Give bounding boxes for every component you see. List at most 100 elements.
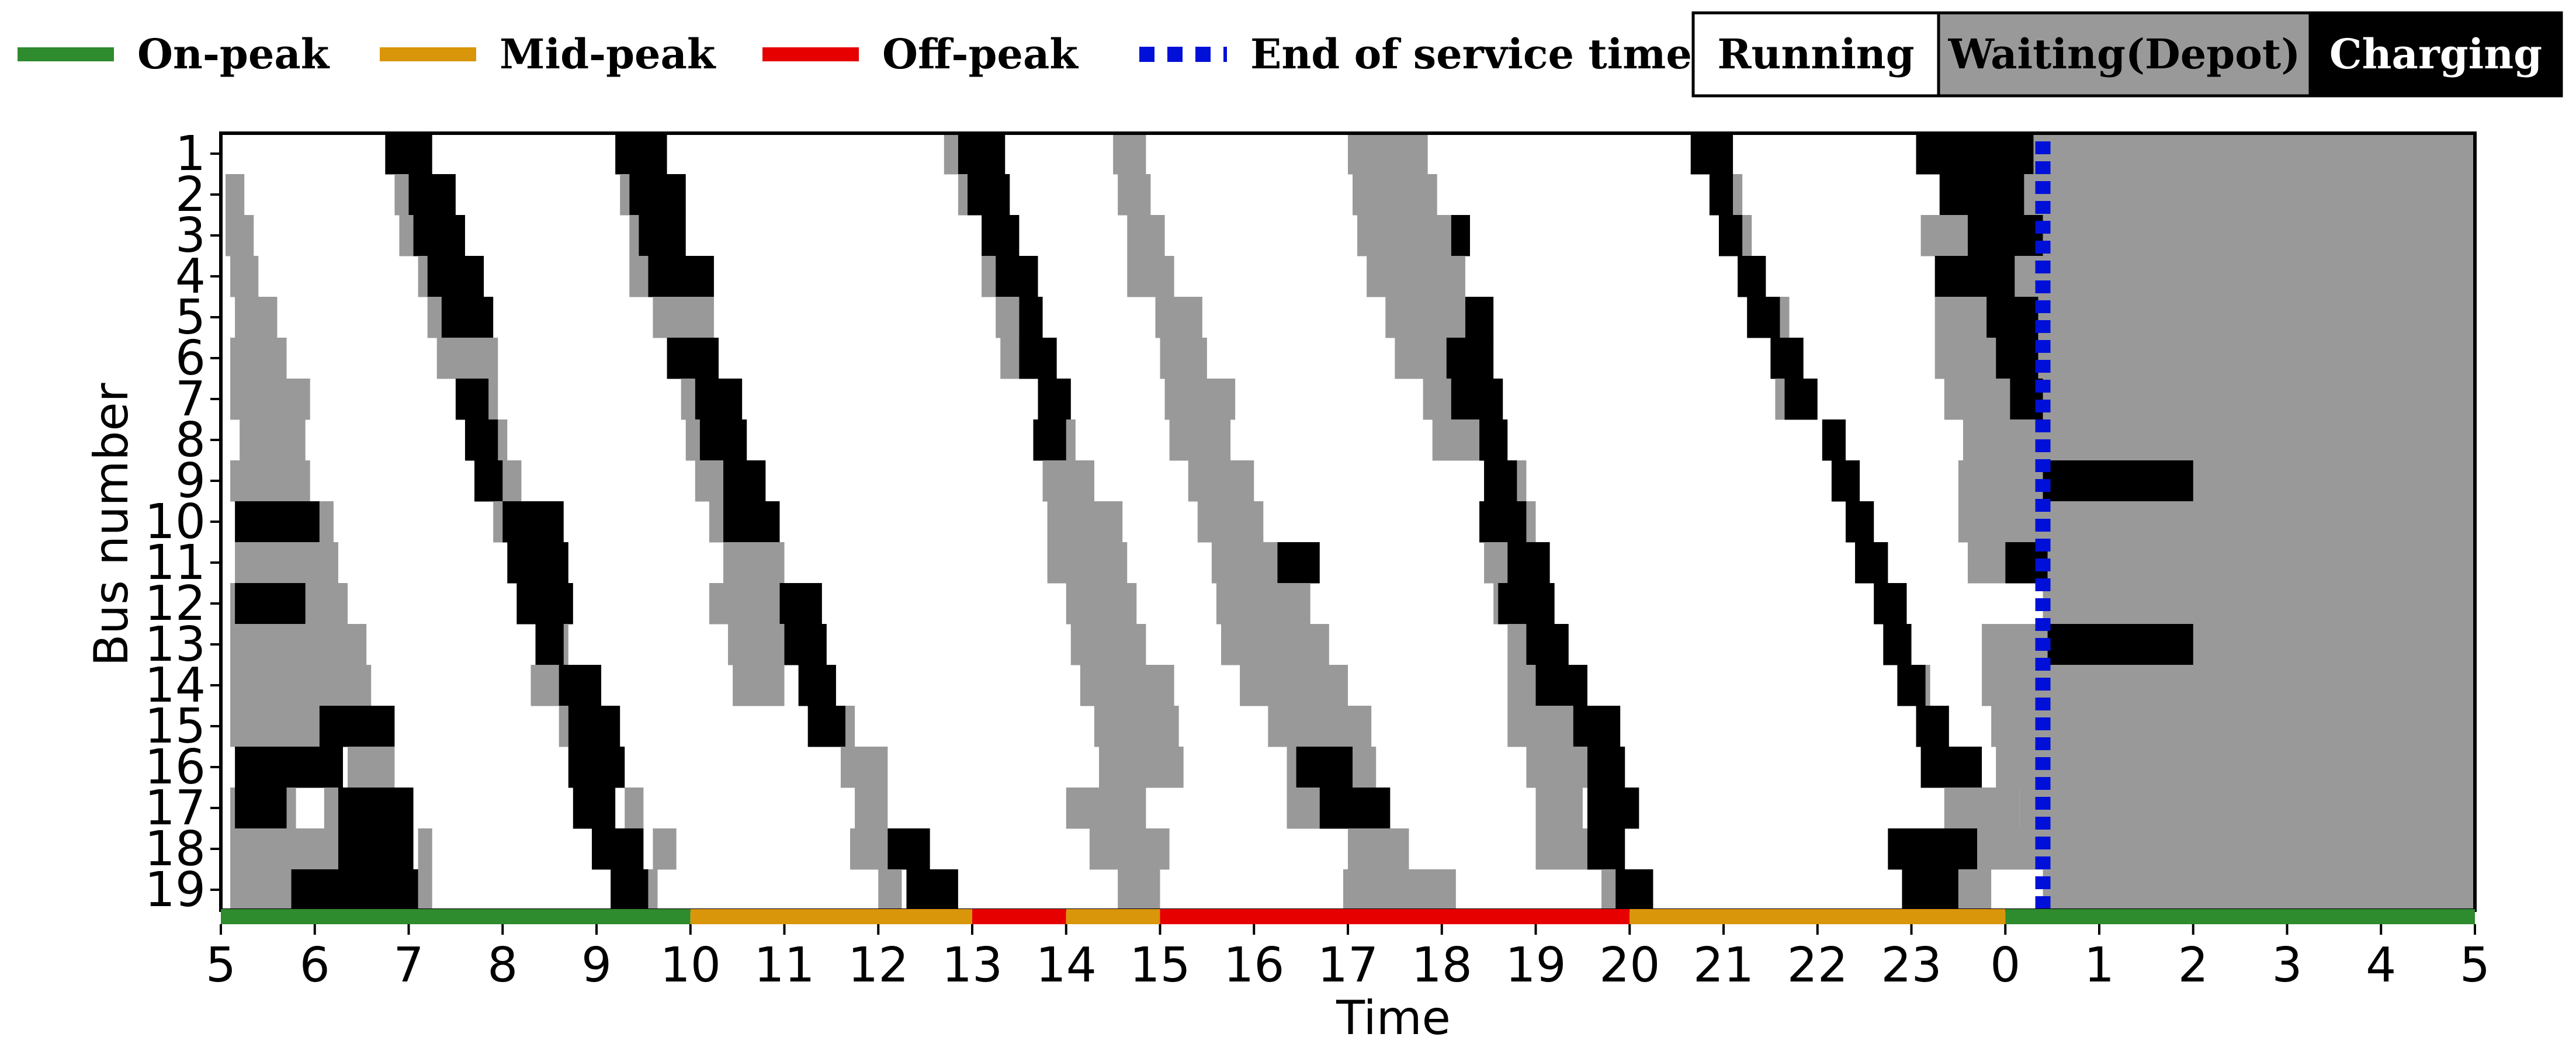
- legend-mid-peak-label: Mid-peak: [500, 30, 716, 78]
- charging-bar: [1874, 583, 1907, 625]
- x-tick-label: 14: [1036, 938, 1097, 993]
- y-tick-label: 1: [175, 126, 206, 182]
- waiting-bar: [230, 665, 372, 706]
- y-tick-label: 8: [175, 412, 206, 468]
- charging-bar: [235, 788, 287, 829]
- y-tick-label: 11: [145, 535, 206, 591]
- y-tick-label: 5: [175, 290, 206, 345]
- charging-bar: [798, 665, 836, 706]
- waiting-bar: [1099, 747, 1184, 788]
- waiting-bar: [324, 788, 338, 829]
- charging-bar: [1587, 828, 1625, 870]
- x-tick-label: 8: [487, 938, 518, 993]
- charging-bar: [615, 133, 667, 175]
- waiting-bar: [399, 215, 414, 256]
- legend-charging-box: [2308, 11, 2563, 98]
- charging-bar: [408, 174, 456, 216]
- waiting-bar: [559, 706, 568, 747]
- waiting-bar: [226, 215, 254, 256]
- waiting-bar: [394, 174, 409, 216]
- waiting-bar: [226, 174, 245, 216]
- charging-bar: [1451, 379, 1503, 420]
- charging-bar: [1526, 624, 1569, 665]
- charging-bar: [1916, 133, 2034, 175]
- charging-bar: [385, 133, 432, 175]
- charging-bar: [1831, 460, 1860, 502]
- waiting-bar: [709, 583, 780, 625]
- waiting-bar: [840, 747, 888, 788]
- legend-end-service-label: End of service time: [1250, 30, 1692, 78]
- waiting-bar: [1118, 869, 1160, 911]
- y-tick-label: 15: [145, 699, 206, 754]
- waiting-bar: [230, 869, 296, 911]
- charging-bar: [1690, 133, 1733, 175]
- x-tick-label: 7: [393, 938, 424, 993]
- charging-bar: [1484, 460, 1517, 502]
- waiting-bar: [1066, 788, 1146, 829]
- waiting-bar: [1733, 174, 1743, 216]
- y-tick-label: 2: [175, 167, 206, 223]
- waiting-bar: [240, 419, 306, 461]
- waiting-bar: [1991, 706, 2043, 747]
- charging-bar: [1939, 174, 2024, 216]
- waiting-bar: [2038, 297, 2475, 338]
- x-tick-label: 11: [754, 938, 814, 993]
- waiting-bar: [1507, 706, 1578, 747]
- waiting-bar: [418, 869, 432, 911]
- waiting-bar: [230, 338, 287, 379]
- waiting-bar: [850, 828, 888, 870]
- charging-bar: [611, 869, 649, 911]
- x-tick-label: 4: [2366, 938, 2396, 993]
- y-tick-label: 9: [175, 453, 206, 509]
- waiting-bar: [2038, 338, 2475, 379]
- x-tick-label: 16: [1223, 938, 1284, 993]
- charging-bar: [507, 542, 568, 584]
- charging-bar: [1615, 869, 1653, 911]
- charging-bar: [1465, 297, 1494, 338]
- charging-bar: [807, 706, 845, 747]
- waiting-bar: [996, 297, 1020, 338]
- charging-bar: [1479, 501, 1527, 543]
- charging-bar: [667, 338, 719, 379]
- waiting-bar: [1920, 215, 1968, 256]
- x-tick-label: 3: [2272, 938, 2302, 993]
- y-tick-label: 17: [145, 781, 206, 836]
- y-tick-label: 16: [145, 740, 206, 795]
- waiting-bar: [2038, 828, 2475, 870]
- waiting-bar: [1944, 788, 2020, 829]
- charging-bar: [1446, 338, 1494, 379]
- tariff-band: [221, 909, 2475, 924]
- waiting-bar: [2015, 256, 2475, 297]
- waiting-bar: [1188, 460, 1254, 502]
- charging-bar: [1709, 174, 1733, 216]
- waiting-bar: [1996, 747, 2043, 788]
- charging-bar: [1498, 583, 1555, 625]
- waiting-bar: [1113, 133, 1146, 175]
- y-tick-label: 7: [175, 372, 206, 427]
- charging-bar: [1996, 338, 2038, 379]
- x-axis-label: Time: [1336, 991, 1451, 1045]
- waiting-bar: [1164, 379, 1236, 420]
- x-tick-label: 5: [2460, 938, 2490, 993]
- waiting-bar: [733, 665, 785, 706]
- waiting-bar: [230, 706, 320, 747]
- charging-bar: [996, 256, 1038, 297]
- charging-bar: [568, 706, 620, 747]
- waiting-bar: [1385, 297, 1465, 338]
- waiting-bar: [681, 379, 695, 420]
- charging-bar: [1019, 297, 1043, 338]
- waiting-bar: [427, 297, 442, 338]
- waiting-bar: [629, 256, 649, 297]
- waiting-bar: [1089, 828, 1170, 870]
- waiting-bar: [1127, 215, 1165, 256]
- y-tick-label: 3: [175, 208, 206, 263]
- charging-bar: [1883, 624, 1912, 665]
- waiting-bar: [695, 460, 724, 502]
- waiting-bar: [436, 338, 498, 379]
- charging-bar: [235, 501, 320, 543]
- charging-bar: [784, 624, 827, 665]
- waiting-bar: [728, 624, 785, 665]
- waiting-bar: [1160, 338, 1207, 379]
- waiting-bar: [878, 869, 902, 911]
